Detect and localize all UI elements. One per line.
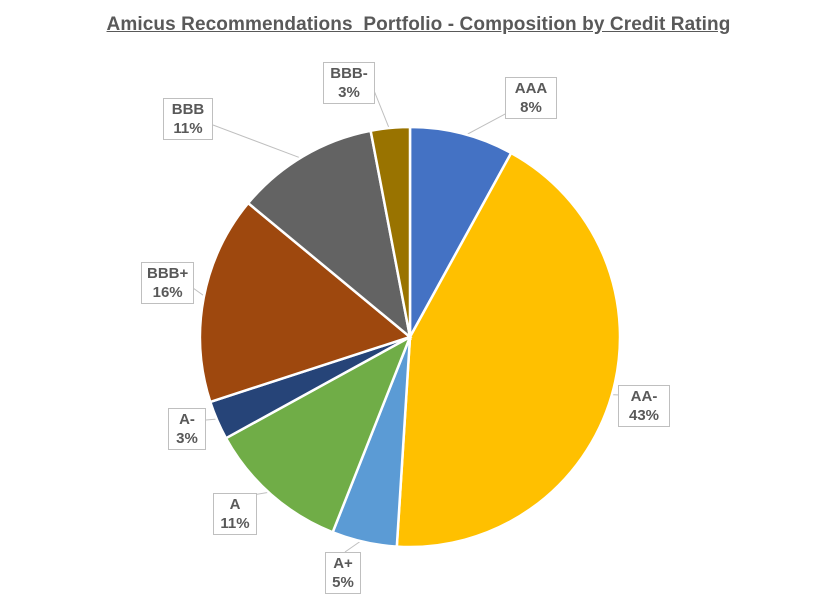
- data-label: BBB 11%: [163, 98, 213, 140]
- data-label-percent: 16%: [152, 284, 183, 301]
- data-label: BBB+ 16%: [141, 262, 195, 304]
- pie-slice-aaa: [408, 125, 513, 338]
- data-label: A 11%: [213, 493, 257, 535]
- leader-line: [212, 124, 306, 161]
- data-label-percent: 5%: [332, 574, 354, 591]
- pie-slice-a: [224, 334, 413, 534]
- data-label-percent: 8%: [520, 99, 542, 116]
- data-label-percent: 11%: [220, 515, 250, 532]
- pie-slice-bbb: [246, 129, 412, 341]
- data-label: AAA 8%: [505, 77, 557, 119]
- data-label: AA- 43%: [618, 385, 670, 427]
- data-label-category: BBB-: [330, 65, 368, 82]
- chart-title: Amicus Recommendations Portfolio - Compo…: [106, 14, 731, 35]
- data-label: A+ 5%: [325, 552, 361, 594]
- data-label-category: BBB+: [147, 265, 189, 282]
- data-label-percent: 3%: [338, 84, 360, 101]
- data-label-category: AA-: [630, 388, 658, 405]
- leader-line: [372, 87, 392, 133]
- data-label-category: A: [229, 496, 241, 513]
- data-label-category: A-: [179, 411, 195, 428]
- data-label: BBB- 3%: [323, 62, 375, 104]
- data-label: A- 3%: [168, 408, 206, 450]
- data-label-percent: 3%: [176, 430, 198, 447]
- data-label-percent: 11%: [173, 120, 203, 137]
- pie-slice-bbb-plus: [198, 201, 413, 404]
- pie-slice-aa-minus: [395, 151, 622, 549]
- data-label-percent: 43%: [628, 407, 660, 424]
- data-label-category: A+: [333, 555, 353, 572]
- data-label-category: BBB: [171, 101, 205, 118]
- pie-slice-bbb-minus: [369, 125, 412, 338]
- data-label-category: AAA: [514, 80, 548, 97]
